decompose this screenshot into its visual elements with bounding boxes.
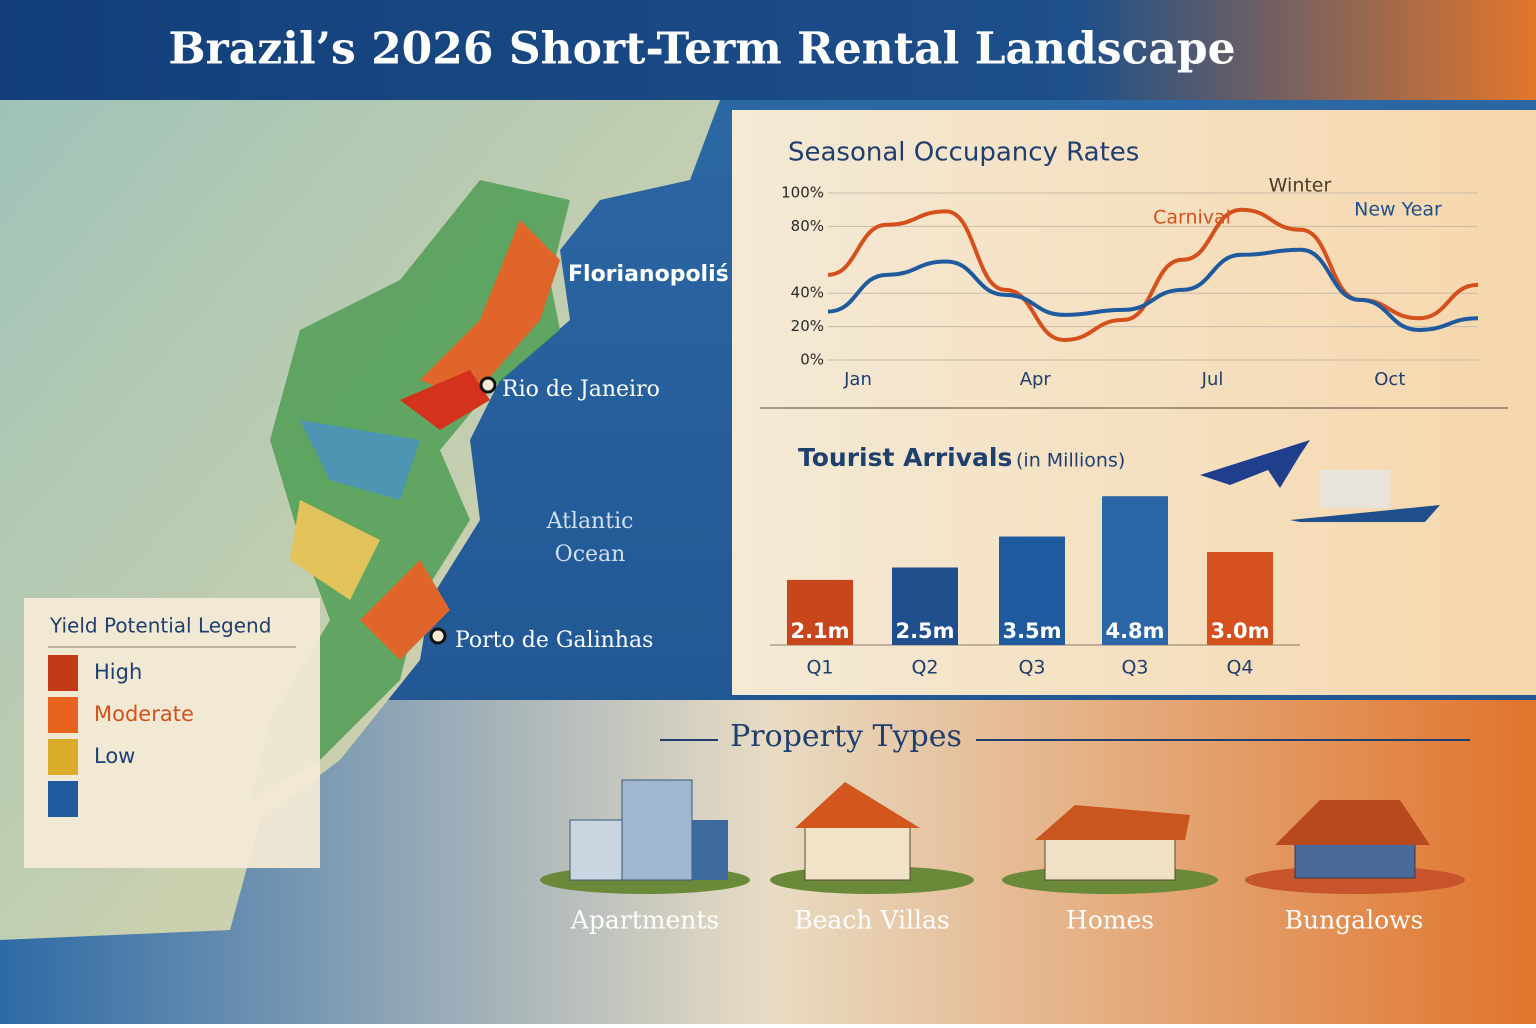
- legend-label: Moderate: [94, 702, 194, 726]
- bar: [892, 567, 958, 645]
- yield-zone: [300, 420, 420, 500]
- yield-zone: [400, 370, 490, 430]
- property-label: Homes: [1066, 906, 1154, 935]
- y-tick-label: 80%: [791, 217, 824, 235]
- property-icons: [540, 779, 1465, 894]
- transport-icons: [1200, 440, 1440, 522]
- bar: [999, 536, 1065, 645]
- value-label: 2.1m: [790, 619, 849, 643]
- x-tick-label: Q3: [1018, 657, 1045, 679]
- legend-swatch: [48, 697, 78, 733]
- page-title: Brazil’s 2026 Short-Term Rental Landscap…: [168, 24, 1235, 75]
- map-label: Rio de Janeiro: [502, 377, 660, 402]
- x-tick-label: Q3: [1121, 657, 1148, 679]
- bar: [1102, 496, 1168, 645]
- legend-swatch: [48, 739, 78, 775]
- section-title: Property Types: [730, 719, 962, 754]
- y-tick-label: 0%: [800, 351, 824, 369]
- ocean-label: Atlantic: [546, 509, 634, 534]
- x-tick-label: Jul: [1201, 369, 1224, 390]
- value-label: 3.5m: [1002, 619, 1061, 643]
- property-label: Bungalows: [1285, 906, 1424, 935]
- ocean-label: Ocean: [555, 542, 626, 567]
- chart-subtitle: (in Millions): [1016, 450, 1125, 472]
- title-band: [0, 0, 1536, 100]
- x-tick-label: Apr: [1020, 369, 1052, 390]
- annotation: New Year: [1354, 199, 1442, 221]
- property-label: Apartments: [570, 906, 719, 935]
- series-line: [827, 247, 1479, 332]
- legend-title: Yield Potential Legend: [49, 614, 271, 638]
- map-marker: [429, 627, 447, 645]
- x-tick-label: Q1: [806, 657, 833, 679]
- yield-zone: [360, 560, 450, 660]
- legend-swatch: [48, 781, 78, 817]
- y-tick-label: 40%: [791, 284, 824, 302]
- annotation: Winter: [1269, 175, 1332, 197]
- x-tick-label: Jan: [843, 369, 872, 390]
- legend-swatch: [48, 655, 78, 691]
- map-label: Porto de Galinhas: [455, 628, 653, 653]
- chart-title: Seasonal Occupancy Rates: [788, 138, 1139, 168]
- value-label: 4.8m: [1105, 619, 1164, 643]
- property-label: Beach Villas: [794, 906, 949, 935]
- map-marker: [479, 376, 497, 394]
- legend-label: High: [94, 660, 142, 684]
- value-label: 2.5m: [895, 619, 954, 643]
- x-tick-label: Q2: [911, 657, 938, 679]
- legend-label: Low: [94, 744, 135, 768]
- x-tick-label: Oct: [1374, 369, 1405, 390]
- map-label: Florianopoliś: [568, 262, 729, 287]
- bar: [1207, 552, 1273, 645]
- bar: [787, 579, 853, 645]
- annotation: Carnival: [1153, 207, 1231, 229]
- x-tick-label: Q4: [1226, 657, 1253, 679]
- yield-zone: [290, 500, 380, 600]
- yield-zone: [420, 220, 560, 400]
- value-label: 3.0m: [1210, 619, 1269, 643]
- y-tick-label: 20%: [791, 317, 824, 335]
- chart-title: Tourist Arrivals: [798, 443, 1012, 472]
- y-tick-label: 100%: [781, 184, 824, 202]
